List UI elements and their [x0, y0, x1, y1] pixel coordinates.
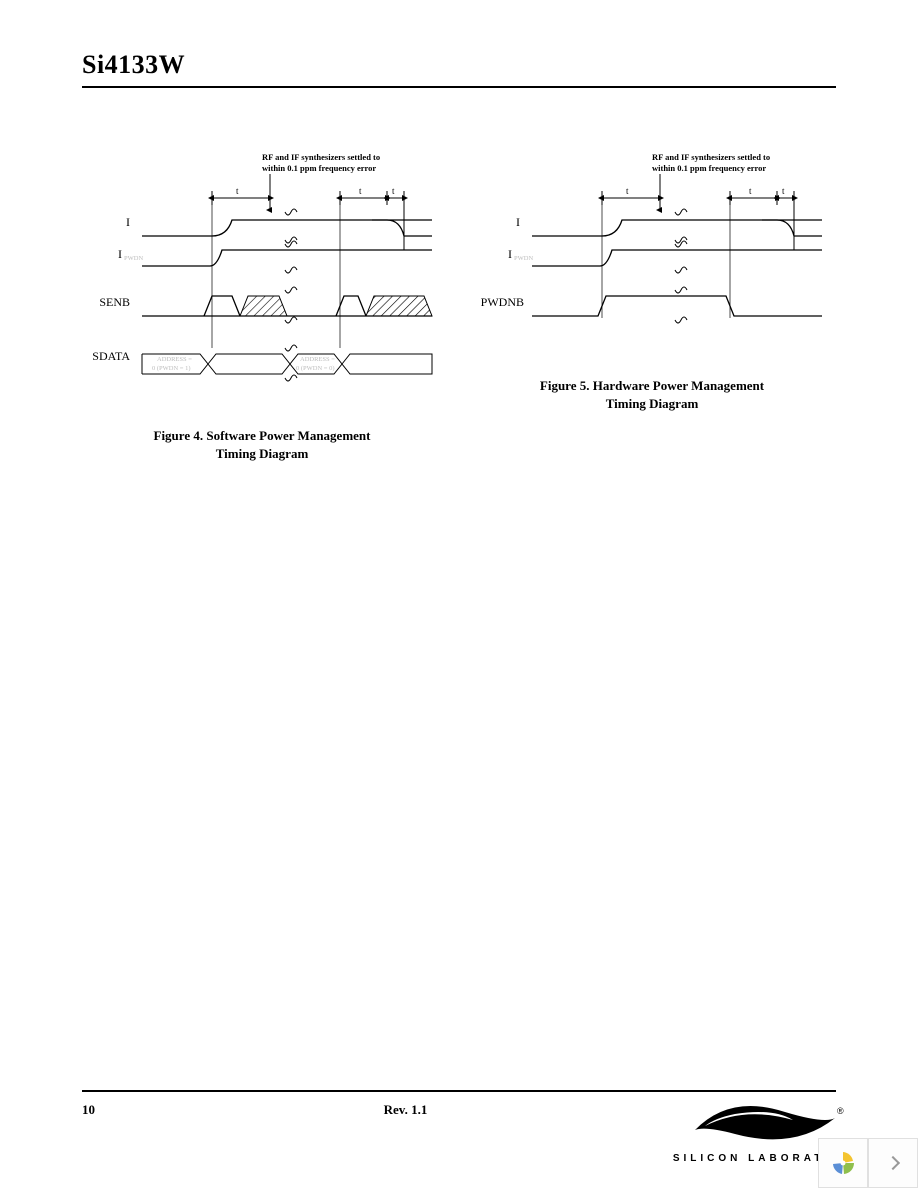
tick-t-2b: t: [749, 186, 752, 196]
pager: [818, 1138, 918, 1188]
fig5-sig2-label: I: [508, 247, 512, 261]
note-line1: RF and IF synthesizers settled to: [262, 152, 380, 162]
fig5-sig3-label: PWDNB: [481, 295, 524, 309]
fig4-sig2-sub: PWDN: [124, 255, 143, 262]
figure-4-caption-line2: Timing Diagram: [216, 446, 309, 461]
fig4-sig2-label: I: [118, 247, 122, 261]
tick-t-3: t: [392, 186, 395, 196]
fig4-sdata-1b: 0 (PWDN = 1): [152, 365, 191, 372]
figure-4-svg: RF and IF synthesizers settled to within…: [82, 148, 442, 408]
pager-color-icon: [830, 1150, 856, 1176]
pager-logo[interactable]: [818, 1138, 868, 1188]
tick-t-1: t: [236, 186, 239, 196]
figure-5-caption: Figure 5. Hardware Power Management Timi…: [512, 377, 792, 413]
tick-t-3b: t: [782, 186, 785, 196]
figure-5: RF and IF synthesizers settled to within…: [472, 148, 832, 463]
fig4-sdata-1a: ADDRESS =: [157, 356, 192, 363]
figure-4-caption: Figure 4. Software Power Management Timi…: [122, 427, 402, 463]
tick-t-2: t: [359, 186, 362, 196]
fig4-sig1-label: I: [126, 215, 130, 229]
svg-text:®: ®: [837, 1106, 844, 1116]
chevron-right-icon: [886, 1156, 900, 1170]
figure-5-svg: RF and IF synthesizers settled to within…: [472, 148, 832, 358]
page-title: Si4133W: [82, 50, 836, 80]
figure-5-caption-line2: Timing Diagram: [606, 396, 699, 411]
fig4-sig4-label: SDATA: [92, 349, 130, 363]
revision: Rev. 1.1: [384, 1102, 428, 1118]
fig4-sdata-2a: ADDRESS =: [300, 356, 335, 363]
fig4-sig3-label: SENB: [99, 295, 130, 309]
figure-4-caption-line1: Figure 4. Software Power Management: [154, 428, 371, 443]
note-line2: within 0.1 ppm frequency error: [262, 163, 376, 173]
footer-rule: [82, 1090, 836, 1092]
figure-4: RF and IF synthesizers settled to within…: [82, 148, 442, 463]
header-rule: [82, 86, 836, 88]
page-number: 10: [82, 1102, 95, 1118]
note-line2-b: within 0.1 ppm frequency error: [652, 163, 766, 173]
diagrams-row: RF and IF synthesizers settled to within…: [82, 148, 836, 463]
fig5-sig2-sub: PWDN: [514, 255, 533, 262]
figure-5-caption-line1: Figure 5. Hardware Power Management: [540, 378, 764, 393]
note-line1-b: RF and IF synthesizers settled to: [652, 152, 770, 162]
fig4-sdata-2b: 0 (PWDN = 0): [296, 365, 335, 372]
fig5-sig1-label: I: [516, 215, 520, 229]
tick-t-1b: t: [626, 186, 629, 196]
pager-next[interactable]: [868, 1138, 918, 1188]
